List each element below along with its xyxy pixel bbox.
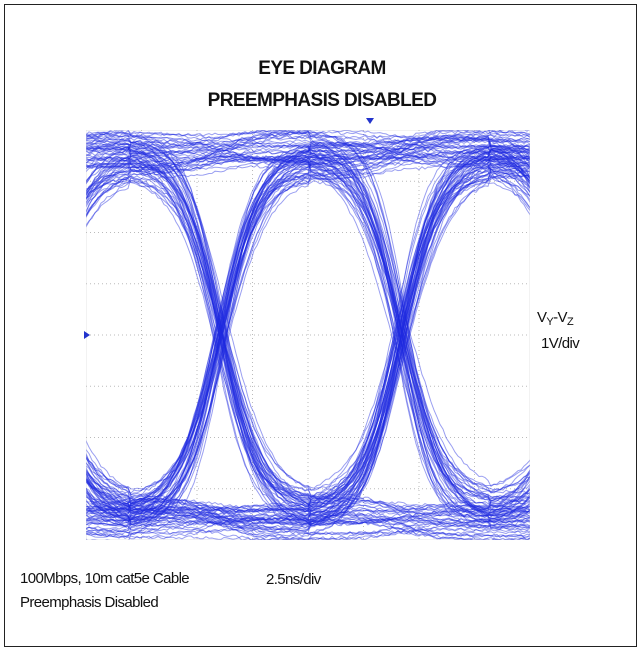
v-part: -V (553, 309, 567, 326)
caption-line-2: Preemphasis Disabled (20, 594, 158, 611)
v-sub: Z (567, 316, 574, 328)
horizontal-scale: 2.5ns/div (266, 571, 322, 588)
title-line-1: EYE DIAGRAM (258, 58, 385, 79)
figure: EYE DIAGRAM PREEMPHASIS DISABLED VY-VZ 1… (0, 0, 641, 651)
vertical-scale: 1V/div (541, 335, 580, 352)
caption-line-1: 100Mbps, 10m cat5e Cable (20, 570, 189, 587)
page: {"title": {"line1": "EYE DIAGRAM", "line… (0, 0, 641, 651)
title-line-2: PREEMPHASIS DISABLED (208, 90, 437, 111)
